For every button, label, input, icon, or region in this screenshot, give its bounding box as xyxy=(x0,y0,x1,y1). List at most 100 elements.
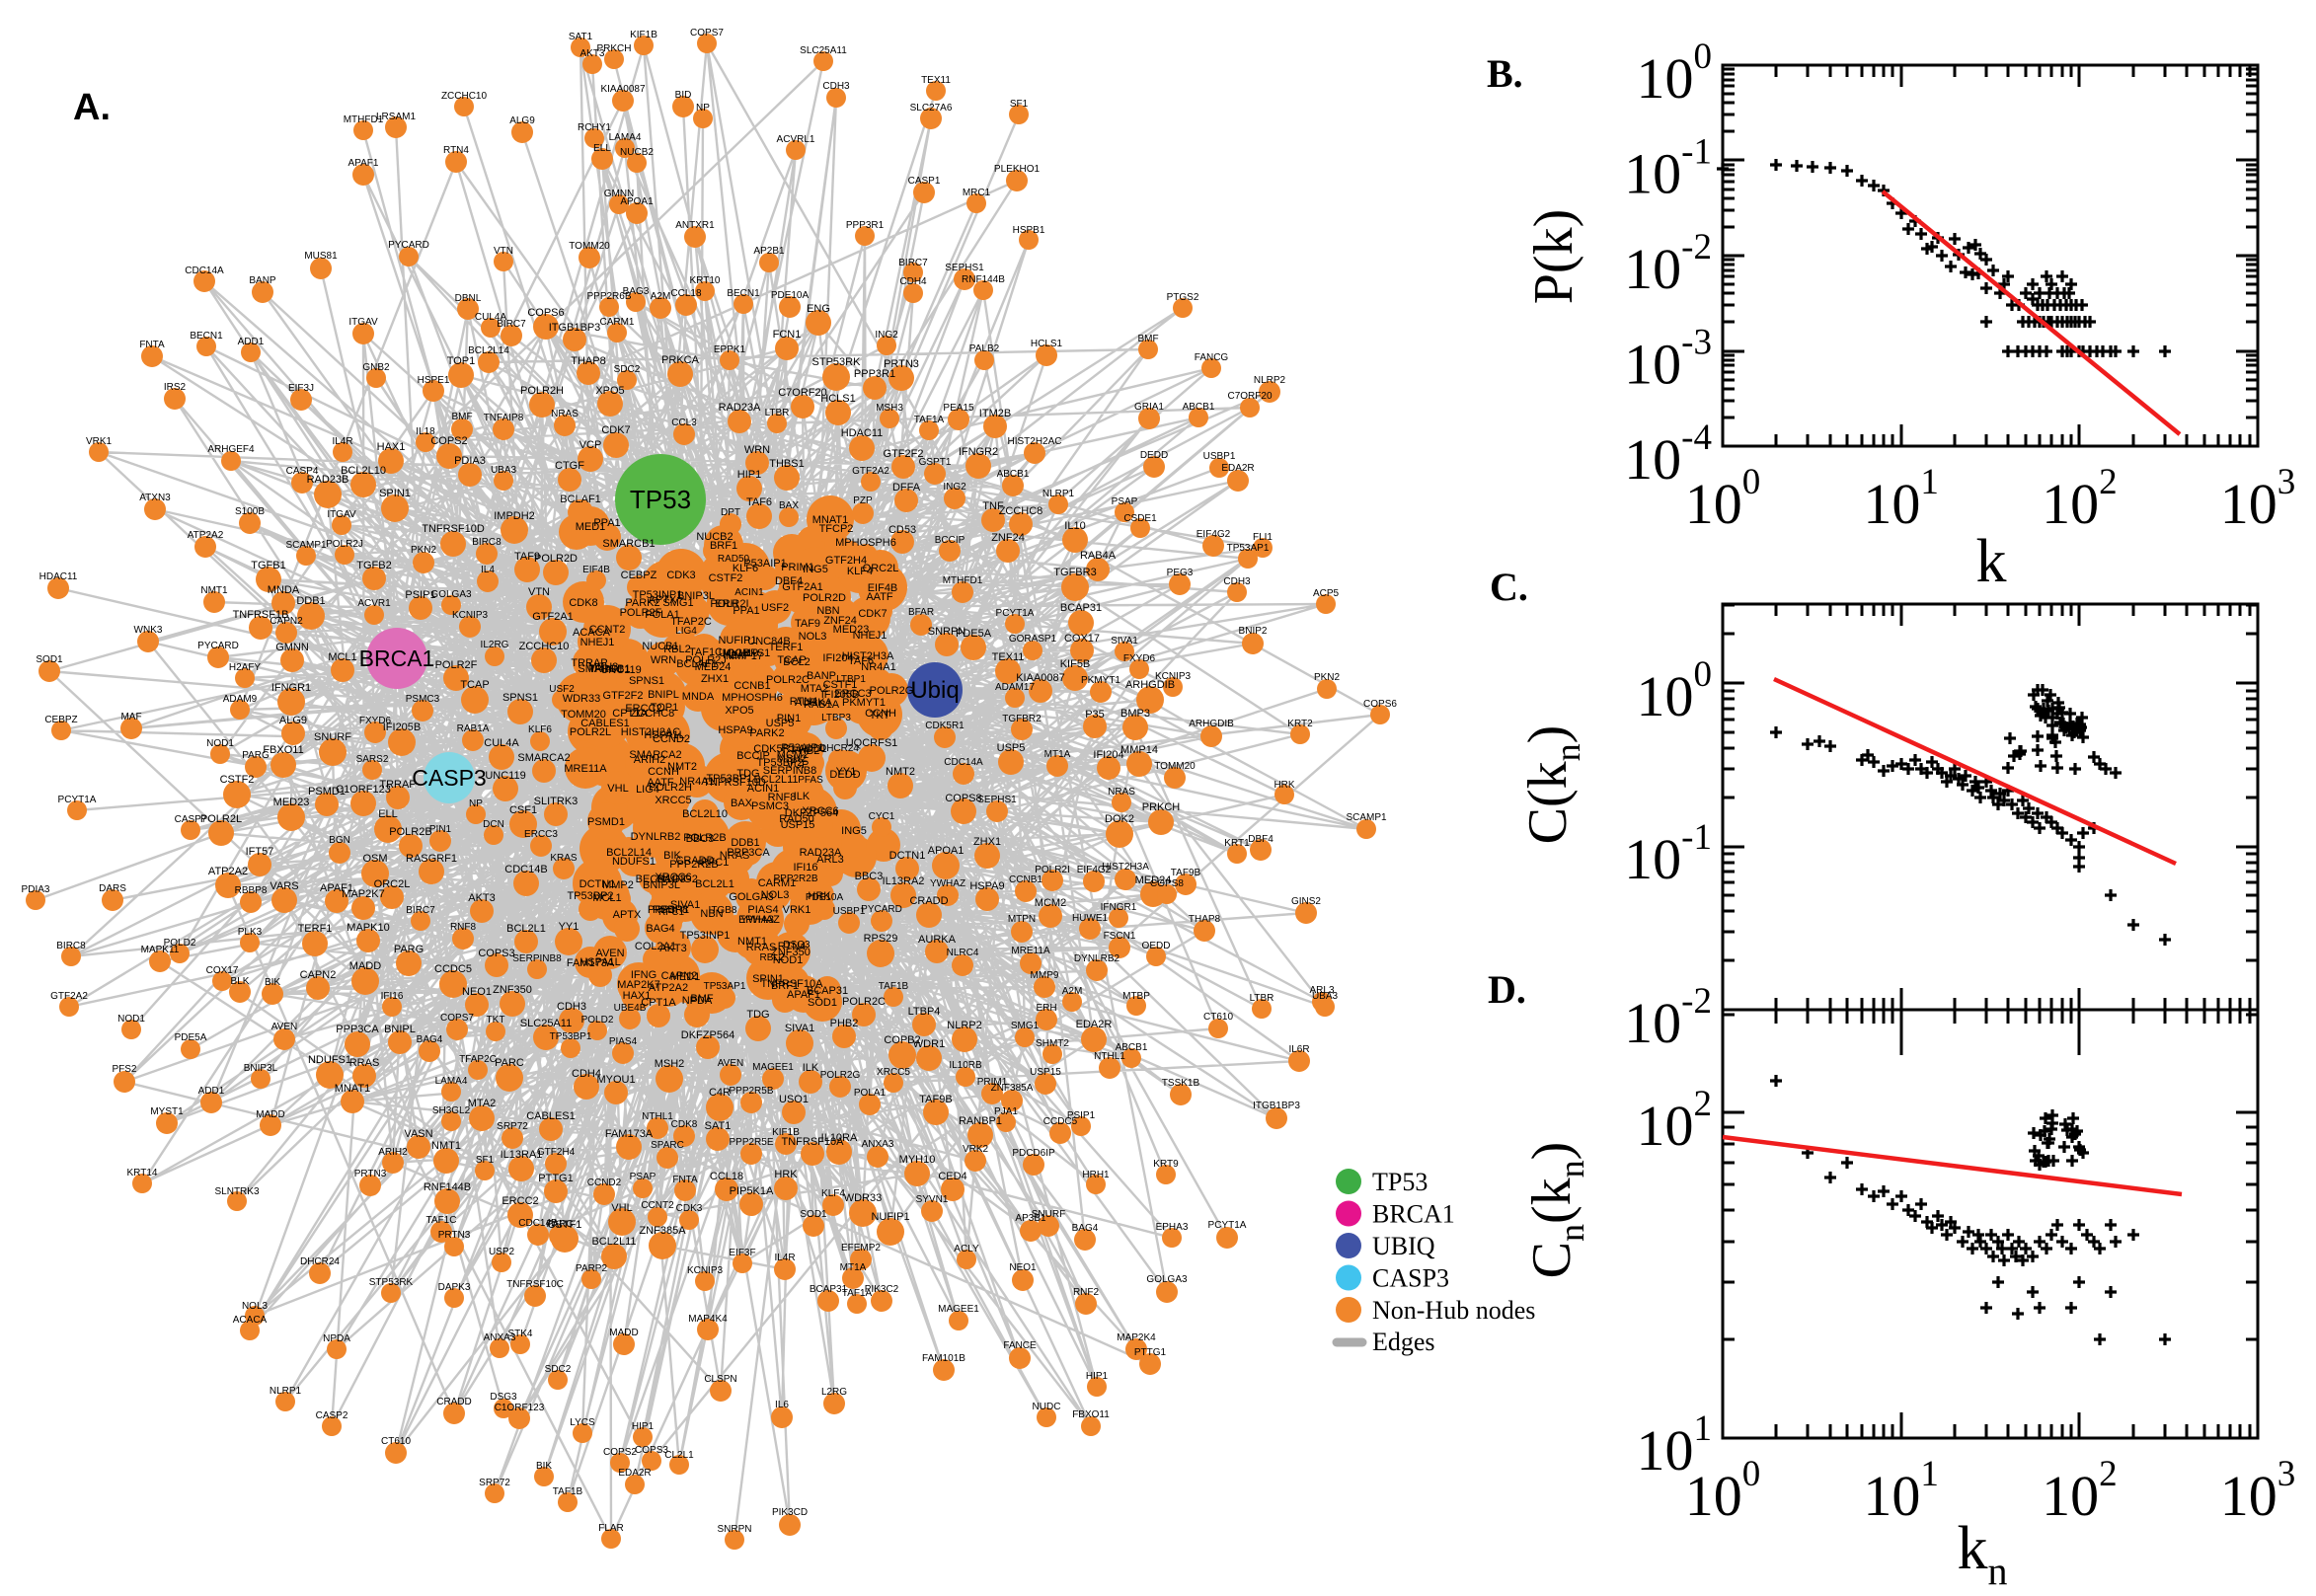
svg-text:KIF5B: KIF5B xyxy=(1060,658,1091,670)
svg-text:HAX1: HAX1 xyxy=(623,990,652,1002)
svg-text:ORC2L: ORC2L xyxy=(863,563,899,574)
svg-text:CDK8: CDK8 xyxy=(569,597,597,609)
svg-text:ILK: ILK xyxy=(794,791,811,802)
svg-text:SF1: SF1 xyxy=(1010,99,1029,110)
svg-text:NMT1: NMT1 xyxy=(200,585,228,596)
svg-text:FNTA: FNTA xyxy=(139,340,165,350)
svg-text:PPA1: PPA1 xyxy=(593,517,620,529)
svg-text:TGFB1: TGFB1 xyxy=(251,560,285,571)
svg-text:FAM173A: FAM173A xyxy=(605,1128,654,1140)
svg-text:DAPK3: DAPK3 xyxy=(438,1282,471,1293)
svg-text:ARIH2: ARIH2 xyxy=(378,1147,408,1158)
svg-text:WRN: WRN xyxy=(744,444,770,456)
svg-text:TKT: TKT xyxy=(487,1015,505,1026)
svg-text:NLRP1: NLRP1 xyxy=(1042,489,1075,499)
svg-text:PRKCH: PRKCH xyxy=(596,43,631,54)
svg-text:TAF1B: TAF1B xyxy=(879,981,909,992)
svg-text:CABLES1: CABLES1 xyxy=(526,1110,576,1122)
svg-text:BIK: BIK xyxy=(265,977,280,988)
svg-text:NR4A1: NR4A1 xyxy=(679,776,714,788)
svg-text:TGFBR3: TGFBR3 xyxy=(1053,567,1096,578)
svg-text:CASP7: CASP7 xyxy=(175,814,207,825)
svg-text:LIG4: LIG4 xyxy=(636,784,659,796)
svg-text:MED23: MED23 xyxy=(273,797,310,808)
svg-text:NOD1: NOD1 xyxy=(206,738,234,749)
svg-text:RASGRF1: RASGRF1 xyxy=(406,853,457,865)
svg-text:ANXA3: ANXA3 xyxy=(862,1139,894,1150)
svg-text:ZNF350: ZNF350 xyxy=(493,984,532,996)
svg-text:RAD50: RAD50 xyxy=(779,813,813,825)
svg-text:PARG: PARG xyxy=(242,750,270,761)
svg-text:AP3B1: AP3B1 xyxy=(1015,1213,1046,1224)
svg-text:IL6: IL6 xyxy=(775,1400,789,1410)
svg-text:PJA1: PJA1 xyxy=(994,1106,1018,1117)
svg-text:DOK2: DOK2 xyxy=(1105,813,1134,825)
svg-text:KLF4: KLF4 xyxy=(821,1188,845,1199)
svg-text:TNF: TNF xyxy=(982,500,1004,512)
svg-text:AVEN: AVEN xyxy=(718,1058,744,1069)
svg-text:MAP2K7: MAP2K7 xyxy=(342,888,384,900)
svg-text:BIK: BIK xyxy=(663,850,681,862)
svg-text:BAG3: BAG3 xyxy=(656,874,685,885)
svg-text:Non-Hub nodes: Non-Hub nodes xyxy=(1372,1296,1535,1325)
svg-text:ACVRL1: ACVRL1 xyxy=(777,134,815,145)
svg-text:POLR2B: POLR2B xyxy=(389,826,431,838)
svg-text:PPP3R1: PPP3R1 xyxy=(846,220,885,231)
svg-text:LRSAM1: LRSAM1 xyxy=(376,112,416,122)
svg-text:CAPN2: CAPN2 xyxy=(270,616,303,627)
svg-text:RNF8: RNF8 xyxy=(768,792,797,803)
svg-text:NEO1: NEO1 xyxy=(462,986,492,998)
svg-text:CDC14A: CDC14A xyxy=(944,757,983,768)
svg-text:GTF2H4: GTF2H4 xyxy=(825,555,867,567)
svg-text:BNIP3L: BNIP3L xyxy=(643,879,680,891)
svg-text:POLR2D: POLR2D xyxy=(803,592,846,604)
svg-text:IL6R: IL6R xyxy=(1288,1044,1309,1055)
svg-text:HIP1: HIP1 xyxy=(632,1421,655,1432)
svg-text:PSAP: PSAP xyxy=(630,1172,656,1182)
svg-text:IFNGR1: IFNGR1 xyxy=(271,682,311,694)
svg-text:PRTN3: PRTN3 xyxy=(884,358,919,370)
svg-text:UNC119: UNC119 xyxy=(600,664,641,676)
svg-text:OSM: OSM xyxy=(362,853,387,865)
svg-text:Edges: Edges xyxy=(1372,1328,1435,1356)
svg-text:GTF2H4: GTF2H4 xyxy=(537,1147,576,1158)
svg-text:ITGAV: ITGAV xyxy=(348,317,378,328)
svg-text:CCND2: CCND2 xyxy=(653,733,690,745)
svg-text:THAP8: THAP8 xyxy=(571,355,605,367)
svg-text:AKT3: AKT3 xyxy=(579,48,604,59)
svg-text:SMARCB1: SMARCB1 xyxy=(578,663,630,675)
svg-text:HSPA9: HSPA9 xyxy=(969,880,1004,892)
svg-text:IFI16: IFI16 xyxy=(793,862,817,874)
svg-text:MYH10: MYH10 xyxy=(899,1154,936,1166)
svg-text:POLA1: POLA1 xyxy=(645,609,679,621)
svg-text:FAM173A: FAM173A xyxy=(567,957,615,969)
svg-text:IFNGR1: IFNGR1 xyxy=(1101,902,1137,913)
svg-text:TAF1C: TAF1C xyxy=(426,1215,457,1226)
svg-text:COPS6: COPS6 xyxy=(527,307,564,319)
svg-text:TFAP2C: TFAP2C xyxy=(459,1054,497,1065)
svg-text:XRCC6: XRCC6 xyxy=(802,805,838,817)
svg-text:SOD1: SOD1 xyxy=(808,997,837,1009)
svg-text:NHEJ1: NHEJ1 xyxy=(580,637,615,648)
svg-text:DEDD: DEDD xyxy=(1140,450,1168,461)
svg-text:MTHFD1: MTHFD1 xyxy=(344,114,384,125)
svg-text:COX17: COX17 xyxy=(206,965,239,976)
svg-text:MSH3: MSH3 xyxy=(876,403,903,414)
svg-text:BCAP31: BCAP31 xyxy=(807,985,848,997)
svg-text:SNURF: SNURF xyxy=(314,731,351,743)
svg-text:ARHGEF4: ARHGEF4 xyxy=(207,444,255,455)
svg-text:YY1: YY1 xyxy=(836,766,857,778)
svg-text:POLR2C: POLR2C xyxy=(842,996,886,1008)
svg-text:NUDC: NUDC xyxy=(1033,1402,1061,1412)
svg-text:SIVA1: SIVA1 xyxy=(1111,636,1138,646)
svg-text:UNC84B: UNC84B xyxy=(747,636,790,647)
svg-text:BCL2L10: BCL2L10 xyxy=(682,808,728,820)
svg-text:ACACA: ACACA xyxy=(233,1315,268,1326)
svg-text:NDUFS1: NDUFS1 xyxy=(612,856,656,868)
svg-text:TEX11: TEX11 xyxy=(992,651,1025,663)
svg-text:POLR2L: POLR2L xyxy=(570,726,611,738)
svg-text:BCL2L14: BCL2L14 xyxy=(606,847,652,859)
svg-text:TNFRSF1B: TNFRSF1B xyxy=(233,609,289,621)
svg-text:101: 101 xyxy=(1863,1454,1939,1528)
svg-text:PPP3CA: PPP3CA xyxy=(727,847,770,859)
